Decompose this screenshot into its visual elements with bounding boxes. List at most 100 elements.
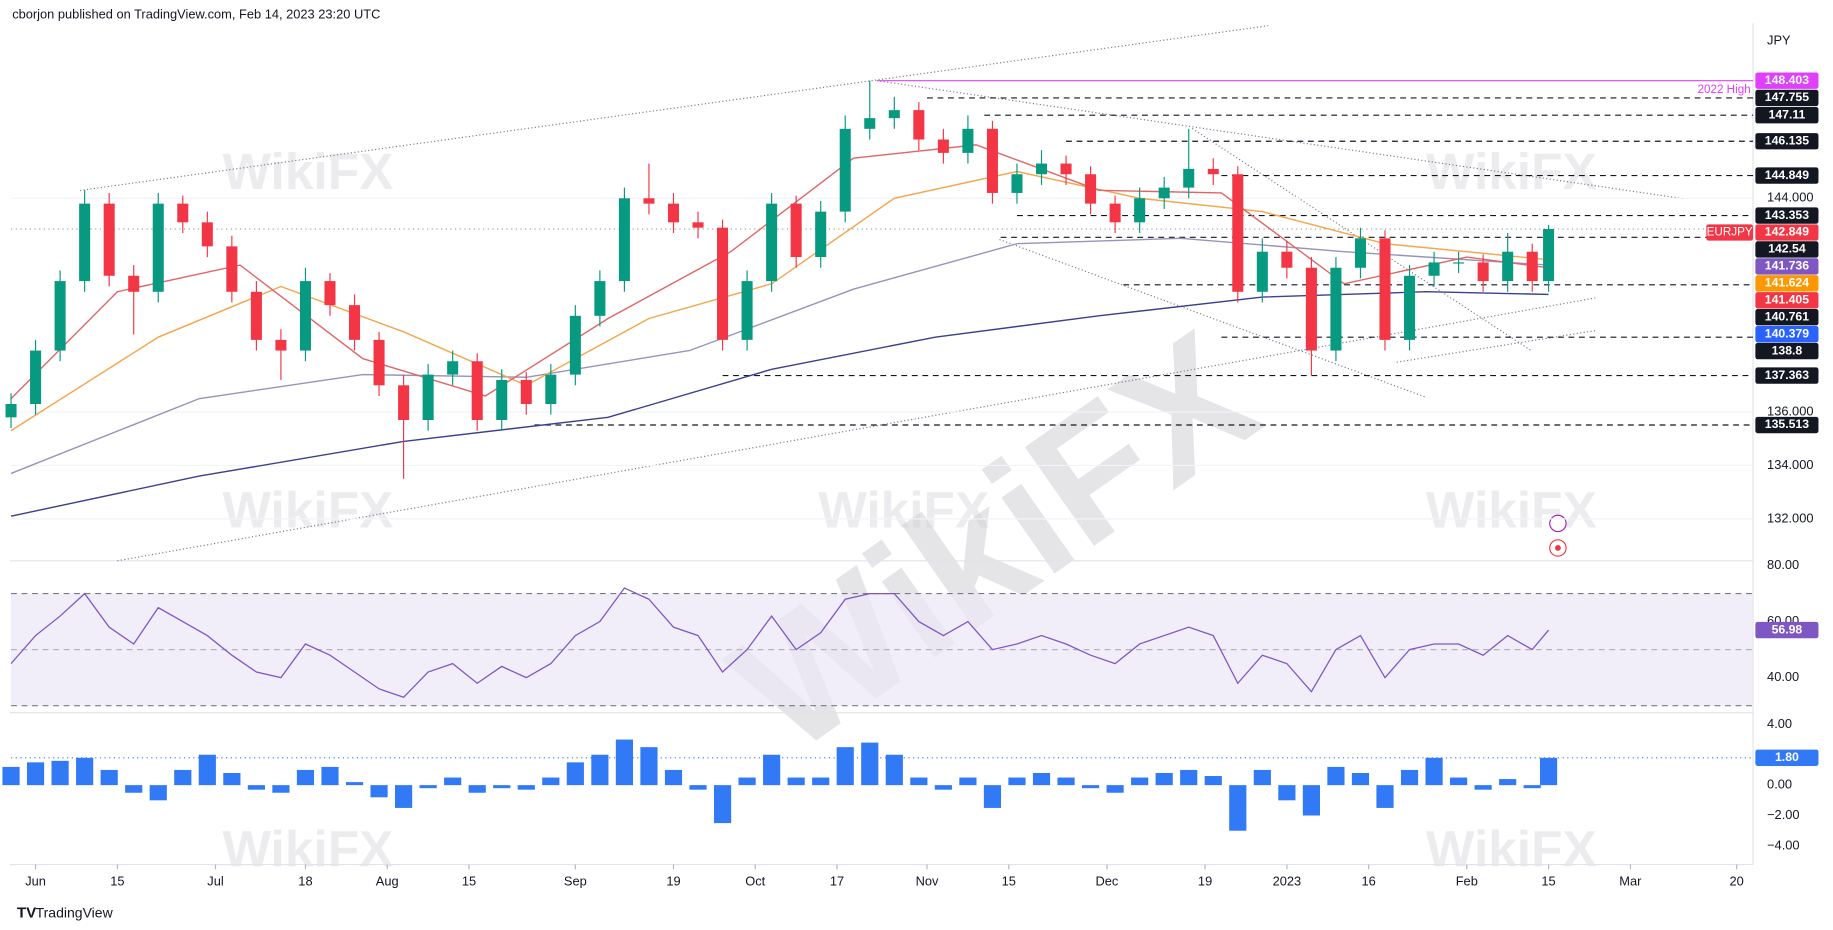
macd-tick-label: −2.00 bbox=[1767, 807, 1800, 822]
x-tick-label: Jul bbox=[207, 873, 223, 888]
event-icon[interactable] bbox=[1549, 539, 1567, 557]
trendline bbox=[876, 80, 1684, 200]
candle-body bbox=[30, 350, 42, 404]
histogram-bar bbox=[910, 777, 928, 786]
macd-tag bbox=[1755, 749, 1819, 766]
candle-body bbox=[937, 139, 949, 153]
x-tick-label: 16 bbox=[1361, 873, 1375, 888]
histogram-bar bbox=[861, 742, 879, 786]
histogram-bar bbox=[689, 785, 707, 790]
macd-tick-label: 0.00 bbox=[1767, 777, 1792, 792]
price-tag bbox=[1755, 342, 1819, 360]
histogram-bar bbox=[1229, 785, 1247, 831]
price-tag bbox=[1755, 309, 1819, 326]
histogram-bar bbox=[812, 777, 830, 786]
watermark: WikiFX bbox=[818, 481, 989, 539]
price-tag-label: 138.8 bbox=[1772, 343, 1803, 357]
candle-body bbox=[545, 374, 557, 404]
price-tag-label: 143.353 bbox=[1765, 208, 1809, 222]
histogram-bar bbox=[591, 754, 609, 786]
candle-body bbox=[5, 403, 17, 418]
price-tag-label: 140.379 bbox=[1765, 326, 1809, 340]
trendline bbox=[1396, 330, 1596, 363]
candle-body bbox=[1502, 251, 1514, 282]
histogram-bar bbox=[542, 777, 560, 786]
price-tag bbox=[1755, 241, 1819, 258]
candle-body bbox=[177, 203, 189, 223]
macd-tick-label: 4.00 bbox=[1767, 716, 1792, 731]
histogram-bar bbox=[125, 785, 143, 793]
candle-body bbox=[1330, 267, 1342, 351]
candle-body bbox=[594, 281, 606, 316]
price-tag bbox=[1755, 224, 1819, 241]
macd-tick-label: −4.00 bbox=[1767, 837, 1800, 852]
candle-body bbox=[471, 361, 483, 421]
histogram-bar bbox=[223, 772, 241, 786]
candle-body bbox=[496, 379, 508, 421]
candle-body bbox=[815, 211, 827, 258]
rsi-line bbox=[10, 587, 1550, 699]
histogram-bar bbox=[1081, 785, 1100, 789]
histogram-bar bbox=[664, 769, 683, 786]
candle-body bbox=[1404, 275, 1416, 340]
histogram-bar bbox=[934, 785, 952, 790]
event-icon[interactable] bbox=[1549, 514, 1567, 533]
x-tick-label: Oct bbox=[745, 873, 765, 888]
candle-body bbox=[1256, 251, 1268, 292]
candle-body bbox=[1011, 174, 1023, 193]
candle-body bbox=[986, 128, 998, 193]
trendline bbox=[79, 25, 1269, 192]
histogram-bar bbox=[1155, 772, 1173, 786]
histogram-bar bbox=[1400, 769, 1419, 786]
histogram-bar bbox=[1425, 757, 1443, 786]
price-tag bbox=[1755, 325, 1819, 343]
watermarks: WikiFX WikiFX WikiFX WikiFX WikiFX WikiF… bbox=[223, 142, 1597, 878]
trendline bbox=[1191, 128, 1532, 351]
candle-body bbox=[1134, 198, 1146, 223]
price-tag-label: 142.849 bbox=[1765, 225, 1809, 239]
histogram-bar bbox=[174, 769, 192, 786]
histogram-bar bbox=[1057, 777, 1075, 786]
moving-average bbox=[10, 237, 1549, 475]
histogram-bar bbox=[1204, 776, 1222, 786]
histogram-bar bbox=[959, 777, 977, 786]
histogram-bar bbox=[1351, 772, 1370, 786]
histogram-bar bbox=[296, 769, 315, 786]
histogram-bar bbox=[2, 766, 20, 786]
footer-brand: TradingView bbox=[36, 904, 114, 920]
price-tag-label: 147.755 bbox=[1765, 90, 1809, 104]
histogram-bar bbox=[395, 785, 413, 808]
candle-body bbox=[839, 128, 851, 212]
histogram-bar bbox=[26, 762, 45, 786]
x-tick-label: Nov bbox=[916, 873, 939, 888]
candle-body bbox=[1354, 238, 1366, 268]
histogram-bar bbox=[738, 777, 756, 786]
histogram-bar bbox=[787, 777, 805, 786]
histogram-bar bbox=[272, 785, 290, 793]
candle-body bbox=[569, 315, 581, 375]
price-tag bbox=[1755, 133, 1819, 150]
candle-body bbox=[1379, 238, 1391, 340]
candle-body bbox=[398, 385, 410, 421]
candle-body bbox=[1183, 168, 1195, 188]
rsi-tick-label: 80.00 bbox=[1767, 557, 1799, 572]
candle-body bbox=[250, 291, 262, 340]
candle-body bbox=[766, 203, 778, 282]
price-tag bbox=[1755, 207, 1819, 224]
trendline bbox=[999, 238, 1427, 398]
x-tick-label: 19 bbox=[1198, 873, 1212, 888]
histogram-bar bbox=[370, 785, 388, 798]
candle-body bbox=[692, 222, 704, 228]
x-tick-label: 18 bbox=[298, 873, 312, 888]
candle-body bbox=[618, 198, 630, 282]
candle-body bbox=[1109, 203, 1121, 223]
candle-body bbox=[962, 128, 974, 153]
candle-body bbox=[864, 118, 876, 129]
x-tick-label: 15 bbox=[1002, 873, 1016, 888]
x-tick-label: 2023 bbox=[1273, 873, 1302, 888]
histogram-bar bbox=[1302, 785, 1320, 816]
histogram-bar bbox=[1278, 785, 1296, 801]
price-tag bbox=[1755, 275, 1819, 292]
